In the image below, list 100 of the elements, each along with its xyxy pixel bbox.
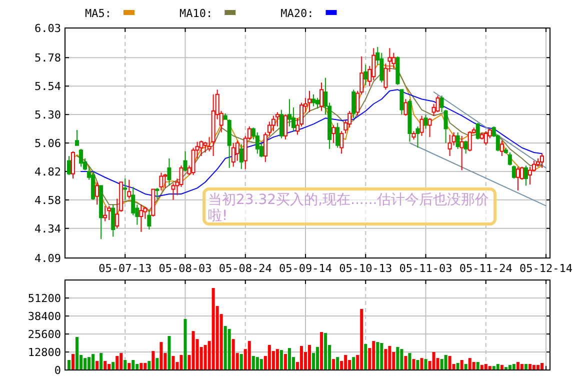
bar [468, 358, 472, 370]
bar [400, 349, 404, 370]
bar [424, 359, 428, 370]
bar [396, 346, 400, 370]
annotation: 当初23.32买入的,现在......估计今后也没那价啦! [202, 188, 496, 226]
y-tick-label: 4.82 [34, 165, 61, 178]
bar [376, 342, 380, 370]
bar [388, 346, 392, 370]
bar [224, 326, 227, 370]
bar [92, 354, 95, 370]
bar [332, 359, 336, 370]
bar [412, 359, 416, 370]
legend-label: MA20: [280, 7, 314, 20]
bar [416, 360, 420, 370]
bar [76, 336, 79, 370]
bar [140, 362, 143, 370]
bar [316, 346, 320, 370]
bar [120, 352, 123, 370]
bar [360, 308, 364, 370]
bar [240, 354, 243, 370]
bar [84, 358, 87, 370]
bar [280, 350, 283, 370]
bar [364, 344, 368, 370]
bar [192, 331, 195, 370]
bar [268, 344, 271, 370]
bar [116, 356, 119, 370]
x-tick-label: 05-07-13 [98, 262, 152, 275]
y-tick-label: 4.09 [34, 252, 61, 265]
bar [68, 360, 71, 370]
y-tick-label: 51200 [28, 292, 61, 305]
bar [160, 342, 163, 370]
bar [460, 360, 464, 370]
bar [464, 364, 468, 370]
y-tick-label: 5.30 [34, 108, 61, 122]
bar [136, 364, 139, 370]
bar [344, 354, 348, 370]
bar [320, 332, 324, 370]
bar [228, 328, 231, 370]
bar [384, 349, 388, 370]
bar [324, 333, 328, 370]
bar [404, 356, 408, 370]
x-tick-label: 05-08-03 [158, 262, 212, 275]
bar [156, 358, 159, 370]
bar [72, 354, 75, 370]
annotation: 当初23.32买入的,现在......估计今后也没那价啦! [208, 192, 490, 224]
bar [472, 362, 476, 370]
bar [204, 344, 207, 370]
bar [496, 364, 500, 370]
bar [336, 357, 340, 370]
bar [512, 364, 516, 370]
bar [88, 357, 91, 370]
bar [252, 356, 255, 370]
y-tick-label: 5.06 [34, 137, 61, 150]
legend-label: MA5: [85, 7, 112, 20]
bar [104, 361, 107, 370]
y-tick-label: 25600 [28, 328, 61, 341]
bar [124, 360, 127, 370]
bar [172, 356, 175, 370]
bar [152, 351, 155, 370]
bar [352, 357, 356, 370]
bar [108, 364, 111, 370]
y-tick-label: 5.54 [34, 80, 62, 94]
bar [112, 362, 115, 370]
x-tick-label: 05-11-24 [459, 262, 513, 275]
bar [444, 354, 448, 370]
bar [420, 358, 424, 370]
bar [288, 348, 291, 370]
y-tick-label: 38400 [28, 310, 61, 323]
x-tick-label: 05-09-14 [279, 262, 332, 275]
bar [528, 364, 532, 370]
bar [372, 341, 376, 370]
y-tick-label: 0 [54, 364, 61, 377]
y-tick-label: 5.78 [34, 52, 61, 65]
bar [308, 344, 312, 370]
bar [300, 346, 303, 370]
bar [184, 318, 187, 370]
x-tick-label: 05-12-14 [520, 262, 573, 275]
bar [256, 357, 259, 370]
y-tick-label: 4.34 [34, 222, 62, 236]
bar [520, 364, 524, 370]
bar [432, 352, 436, 370]
bar [276, 349, 279, 370]
y-tick-label: 4.58 [34, 194, 61, 207]
bar [180, 354, 183, 370]
legend-label: MA10: [180, 7, 213, 20]
bar [456, 362, 460, 370]
bar [476, 362, 480, 370]
bar [148, 361, 151, 370]
bar [248, 341, 251, 370]
x-tick-label: 05-11-03 [399, 262, 452, 275]
bar [144, 362, 147, 370]
y-tick-label: 12800 [28, 346, 61, 359]
bar [516, 362, 520, 370]
bar [132, 360, 135, 370]
x-tick-label: 05-10-13 [339, 262, 392, 275]
bar [100, 352, 103, 370]
bar [232, 339, 235, 370]
bar [212, 288, 215, 370]
bar [380, 343, 384, 370]
bar [524, 364, 528, 370]
